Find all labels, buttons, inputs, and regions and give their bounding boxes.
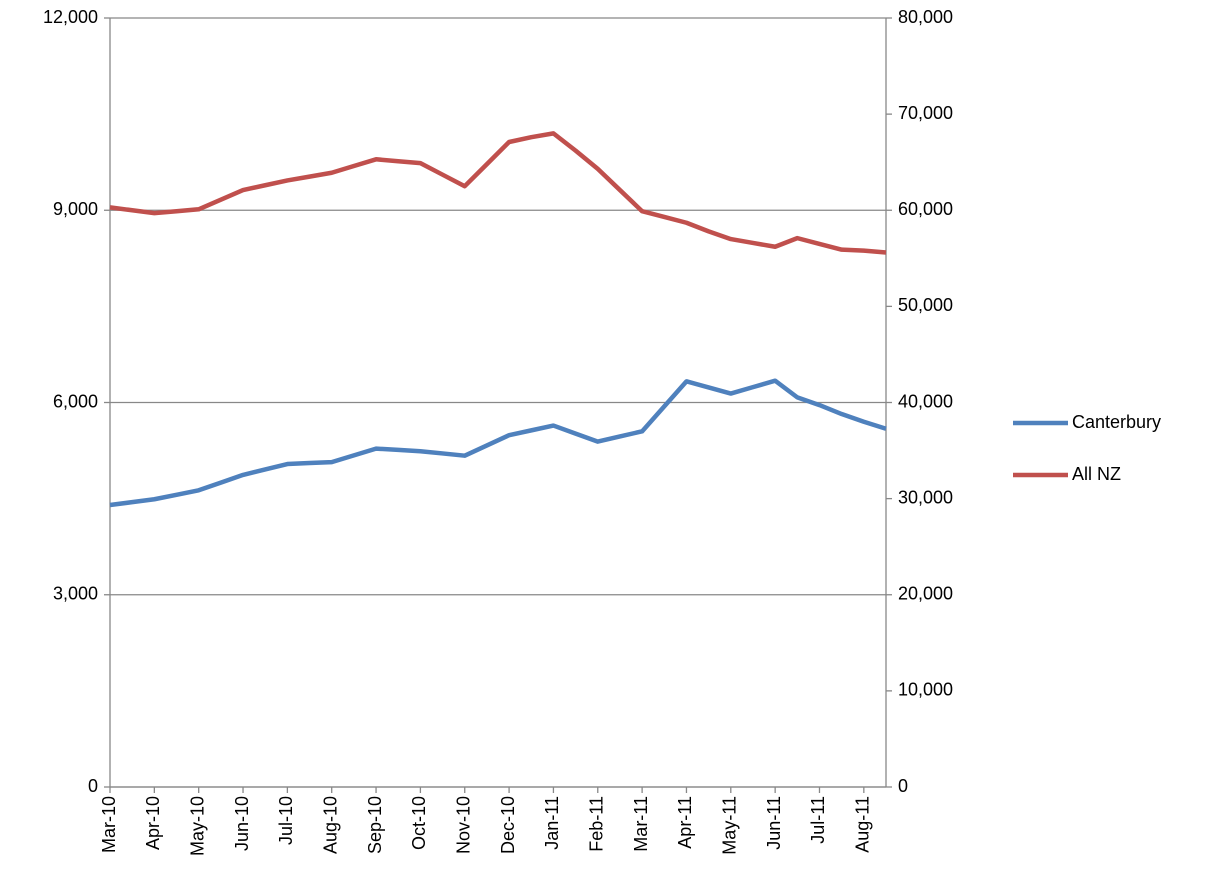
x-tick-label: Oct-10 (409, 796, 429, 850)
x-tick-label: Jul-11 (808, 796, 828, 844)
x-tick-label: Jan-11 (542, 796, 562, 850)
x-tick-label: Aug-10 (320, 796, 340, 854)
y-tick-label: 9,000 (53, 199, 98, 219)
x-tick-label: Dec-10 (498, 796, 518, 854)
x-tick-label: Mar-10 (99, 796, 119, 853)
y2-tick-label: 40,000 (898, 391, 953, 411)
y-tick-label: 12,000 (43, 7, 98, 27)
y-tick-label: 3,000 (53, 584, 98, 604)
data-line (109, 131, 887, 255)
x-tick-label: Mar-11 (631, 796, 651, 852)
y2-tick-label: 70,000 (898, 103, 953, 123)
data-line (109, 378, 887, 508)
y-tick-label: 0 (88, 776, 98, 796)
x-tick-label: Apr-11 (675, 796, 695, 849)
y2-tick-label: 20,000 (898, 584, 953, 604)
x-tick-label: Apr-10 (143, 796, 163, 850)
x-tick-label: Feb-11 (587, 796, 607, 852)
y-tick-label: 6,000 (53, 391, 98, 411)
y2-tick-label: 60,000 (898, 199, 953, 219)
x-tick-label: May-10 (187, 796, 207, 856)
x-tick-label: Jun-10 (232, 796, 252, 851)
x-tick-label: Jun-11 (764, 796, 784, 850)
legend-label: Canterbury (1072, 412, 1161, 432)
y2-tick-label: 30,000 (898, 487, 953, 507)
x-tick-label: Aug-11 (853, 796, 873, 853)
y2-tick-label: 50,000 (898, 295, 953, 315)
legend-label: All NZ (1072, 464, 1121, 484)
x-tick-label: Sep-10 (365, 796, 385, 854)
y2-tick-label: 10,000 (898, 680, 953, 700)
x-tick-label: May-11 (720, 796, 740, 855)
y2-tick-label: 0 (898, 776, 908, 796)
x-tick-label: Jul-10 (276, 796, 296, 845)
x-tick-label: Nov-10 (453, 796, 473, 854)
y2-tick-label: 80,000 (898, 7, 953, 27)
